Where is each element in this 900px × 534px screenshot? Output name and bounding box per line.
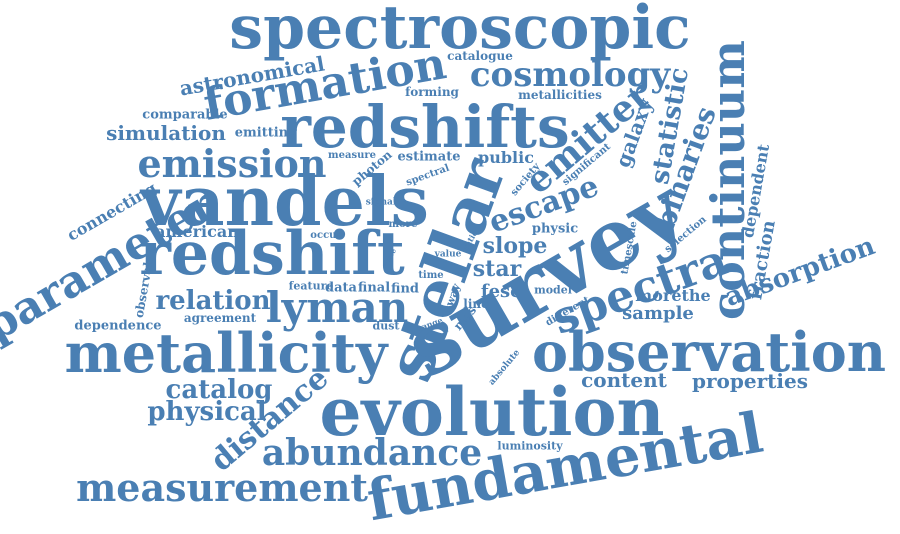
word-vandels: vandels [141,162,429,242]
word-catalog: catalog [165,375,273,405]
word-morethe: morethe [635,286,711,305]
word-dependence: dependence [74,318,162,334]
word-observation: observation [531,320,887,384]
word-metallicities: metallicities [518,88,602,102]
word-physical: physical [147,397,267,427]
word-agreement: agreement [183,311,257,325]
word-relation: relation [155,286,271,316]
word-physic: physic [531,221,579,237]
word-occur: occur [310,230,342,241]
word-emission: emission [137,141,327,186]
word-slope: slope [482,233,548,259]
word-signal: signal [365,197,397,208]
word-abundance: abundance [261,432,483,474]
word-simulation: simulation [106,121,226,145]
word-value: value [434,249,462,260]
word-final: final [357,280,391,296]
word-evolution: evolution [319,373,665,451]
word-forming: forming [405,85,459,99]
word-metallicity: metallicity [64,321,388,385]
word-cosmology: cosmology [469,55,671,95]
word-find: find [391,281,419,297]
word-comparable: comparable [142,107,228,123]
word-american: american [155,222,239,241]
word-fesc: fesc [480,281,522,302]
word-feature: feature [288,279,334,293]
word-star: star [472,256,522,282]
word-redshifts: redshifts [280,93,570,161]
word-luminosity: luminosity [497,439,563,453]
word-more: more [388,219,418,230]
word-estimate: estimate [397,149,461,165]
word-redshift: redshift [139,219,405,289]
word-public: public [478,148,534,167]
word-sample: sample [622,303,694,324]
word-measure: measure [328,150,376,161]
word-emitting: emitting [234,125,298,141]
word-lyman: lyman [265,283,409,332]
word-measurement: measurement [76,465,368,510]
word-model: model [534,283,572,297]
word-properties: properties [692,369,808,393]
word-content: content [581,368,667,392]
word-line: line [463,297,489,311]
word-data: data [325,280,357,296]
word-spectroscopic: spectroscopic [229,0,691,63]
word-dust: dust [372,319,400,333]
word-catalogue: catalogue [447,49,513,63]
word-time: time [418,270,444,281]
